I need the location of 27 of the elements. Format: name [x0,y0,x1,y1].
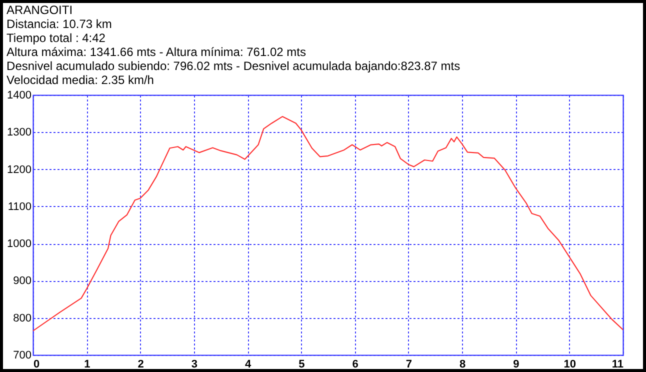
y-tick-label: 1100 [8,200,32,213]
x-tick-label: 1 [84,358,90,370]
x-tick-label: 10 [564,358,576,370]
text: Desnivel acumulado subiendo: 796.02 mts - Desnivel acumulada bajando:823.87 mts [6,59,460,73]
line-series [33,116,623,332]
text: Tiempo total : 4:42 [6,31,106,45]
x-tick-label: 4 [244,358,252,370]
x-tick-label: 5 [298,358,305,370]
x-tick-label: 2 [138,358,144,370]
text: Velocidad media: 2.35 km/h [6,73,154,87]
x-tick-label: 8 [460,358,466,370]
x-tick-label: 6 [352,358,358,370]
y-tick-label: 800 [13,312,32,324]
y-tick-label: 1300 [7,126,32,139]
y-tick-label: 700 [13,350,32,362]
y-tick-label: 900 [13,275,32,288]
x-tick-label: 11 [612,358,624,370]
text: Distancia: 10.73 km [6,17,112,31]
y-tick-label: 1400 [7,90,32,102]
y-tick-label: 1000 [7,238,32,250]
x-tick-label: 3 [191,358,198,370]
x-tick-label: 0 [34,358,40,370]
x-tick-label: 9 [513,358,520,370]
text: Altura máxima: 1341.66 mts - Altura mínima: 761.02 mts [6,45,306,59]
x-tick-label: 7 [406,358,412,370]
y-tick-label: 1200 [7,164,32,176]
chart-title: ARANGOITI [6,3,73,17]
